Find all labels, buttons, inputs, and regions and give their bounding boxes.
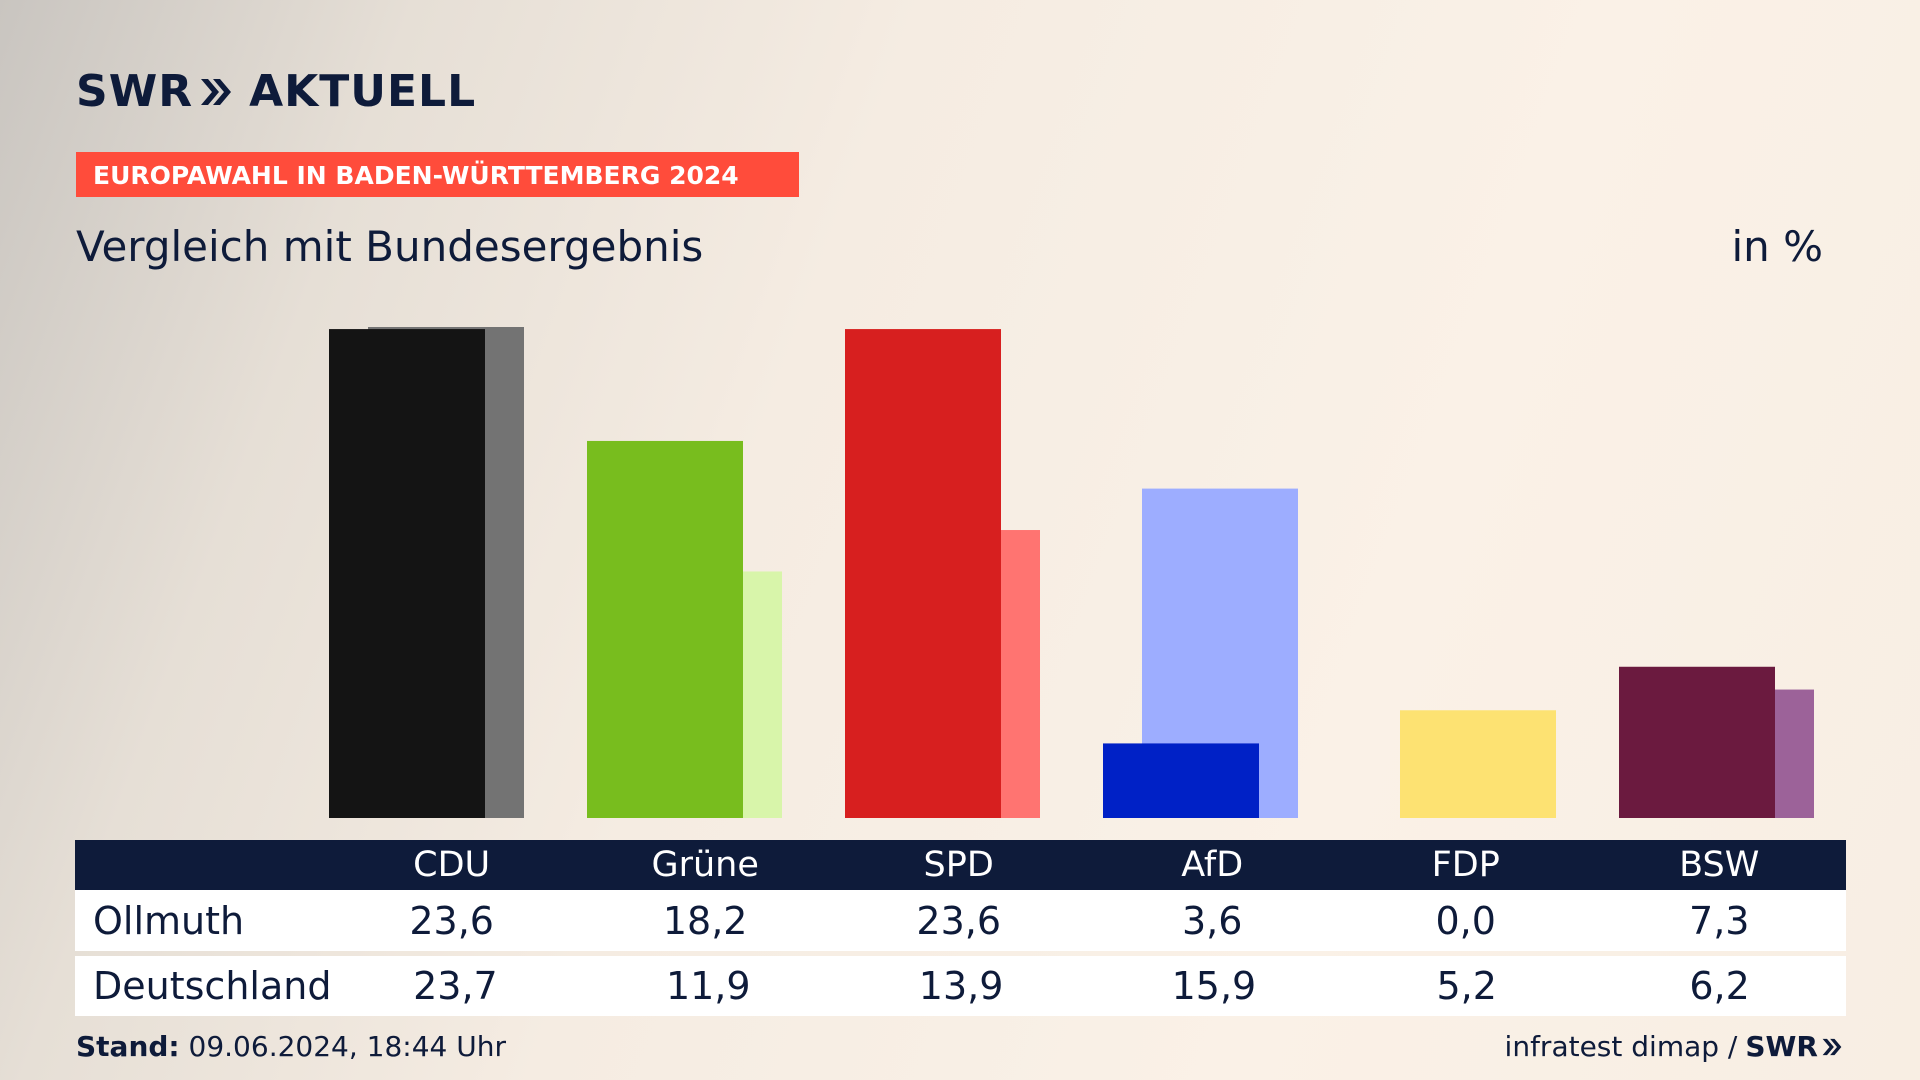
- header-gruene: Grüne: [651, 845, 759, 885]
- cell-value: 18,2: [662, 898, 748, 943]
- bar-ollmuth-afd: [1103, 743, 1259, 818]
- bar-deutschland-bsw: [1658, 689, 1814, 818]
- unit-label: in %: [1731, 222, 1823, 271]
- bar-ollmuth-spd: [845, 329, 1001, 818]
- header-bsw: BSW: [1679, 845, 1760, 885]
- chart-subtitle: Vergleich mit Bundesergebnis: [76, 222, 704, 271]
- stand-label: Stand:: [76, 1030, 180, 1063]
- cell-value: 7,3: [1689, 898, 1750, 943]
- cell-value: 11,9: [665, 964, 751, 1008]
- cell-value: 23,7: [413, 964, 498, 1008]
- table-row-deutschland: Deutschland 23,7 11,9 13,9 15,9 5,2 6,2: [75, 956, 1846, 1016]
- timestamp: Stand: 09.06.2024, 18:44 Uhr: [76, 1030, 506, 1063]
- bar-chart: [329, 327, 1814, 818]
- header-fdp: FDP: [1431, 845, 1500, 885]
- cell-value: 3,6: [1181, 898, 1243, 943]
- header-cdu: CDU: [413, 845, 491, 885]
- table-header: CDU Grüne SPD AfD FDP BSW: [75, 840, 1846, 890]
- source-credit: infratest dimap / SWR: [1505, 1030, 1843, 1063]
- bar-deutschland-grüne: [626, 571, 782, 818]
- swr-aktuell-logo: SWR AKTUELL: [76, 66, 476, 117]
- header-afd: AfD: [1181, 845, 1244, 885]
- election-banner: EUROPAWAHL IN BADEN-WÜRTTEMBERG 2024: [76, 152, 799, 197]
- bar-ollmuth-grüne: [587, 440, 743, 818]
- row-label: Ollmuth: [93, 898, 245, 943]
- bar-ollmuth-cdu: [329, 329, 485, 818]
- cell-value: 0,0: [1435, 898, 1496, 943]
- results-table: CDU Grüne SPD AfD FDP BSW Ollmuth 23,6 1…: [75, 840, 1846, 1016]
- double-chevron-icon: [1822, 1038, 1842, 1055]
- header-spd: SPD: [923, 845, 994, 885]
- row-label: Deutschland: [93, 964, 332, 1008]
- cell-value: 13,9: [918, 964, 1004, 1008]
- bar-deutschland-fdp: [1400, 710, 1556, 818]
- cell-value: 6,2: [1689, 964, 1750, 1008]
- bar-deutschland-cdu: [368, 327, 524, 818]
- stand-value: 09.06.2024, 18:44 Uhr: [188, 1030, 506, 1063]
- table-row-ollmuth: Ollmuth 23,6 18,2 23,6 3,6 0,0 7,3: [75, 890, 1846, 951]
- cell-value: 15,9: [1171, 964, 1257, 1008]
- double-chevron-icon: [199, 76, 233, 108]
- swr-small-logo: SWR: [1745, 1030, 1843, 1063]
- swr-small-text: SWR: [1745, 1030, 1818, 1063]
- cell-value: 23,6: [409, 898, 494, 943]
- bar-deutschland-afd: [1142, 488, 1298, 818]
- source-text: infratest dimap /: [1504, 1030, 1738, 1063]
- cell-value: 5,2: [1436, 964, 1497, 1008]
- cell-value: 23,6: [916, 898, 1001, 943]
- logo-aktuell-text: AKTUELL: [249, 66, 477, 117]
- bar-ollmuth-bsw: [1619, 666, 1775, 818]
- logo-swr-text: SWR: [76, 66, 194, 117]
- bar-deutschland-spd: [884, 530, 1040, 818]
